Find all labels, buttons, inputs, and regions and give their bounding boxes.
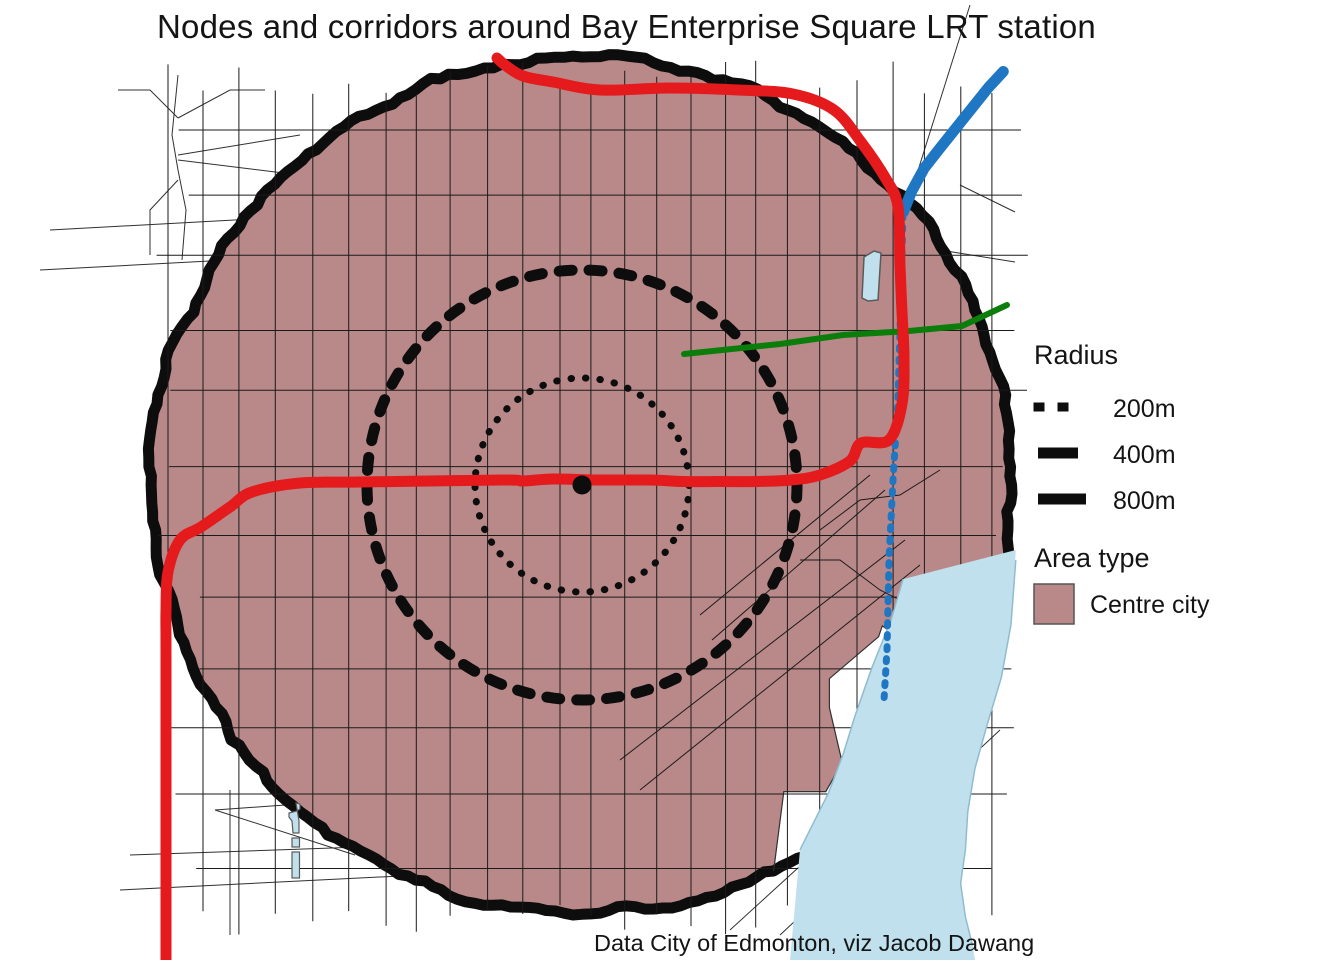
svg-text:800m: 800m xyxy=(1113,487,1176,515)
svg-text:Area type: Area type xyxy=(1034,543,1150,573)
svg-text:400m: 400m xyxy=(1113,441,1176,469)
svg-text:Centre city: Centre city xyxy=(1090,591,1210,619)
svg-text:Radius: Radius xyxy=(1034,340,1118,370)
svg-text:200m: 200m xyxy=(1113,395,1176,423)
